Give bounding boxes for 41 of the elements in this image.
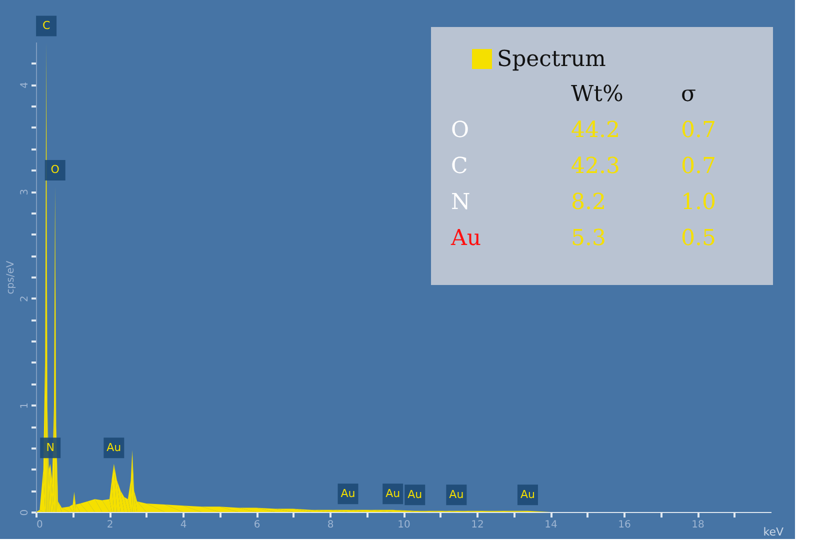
annotation: N (46, 440, 54, 454)
annotation: N (451, 190, 470, 215)
annotation: 0.7 (681, 154, 716, 179)
y-tick-label: 3 (20, 188, 30, 196)
y-tick-label: 0 (20, 509, 30, 516)
annotation: Au (408, 488, 422, 501)
x-tick-label: 18 (692, 520, 704, 530)
annotation: 44.2 (571, 118, 620, 143)
x-tick-label: 0 (36, 520, 43, 530)
x-axis-title: keV (763, 526, 784, 538)
annotation: O (451, 118, 470, 143)
annotation: 0.7 (681, 118, 716, 143)
x-tick-label: 14 (544, 520, 558, 530)
annotation: Au (450, 226, 482, 251)
x-tick-label: 6 (254, 520, 260, 530)
annotation: Au (520, 488, 535, 501)
y-tick-label: 4 (20, 82, 30, 88)
annotation: C (42, 19, 50, 32)
x-tick-label: 8 (327, 520, 334, 530)
annotation: σ (681, 82, 696, 107)
annotation: Wt% (571, 82, 624, 107)
x-tick-label: 10 (398, 520, 410, 530)
y-tick-label: 2 (20, 296, 30, 302)
annotation: 1.0 (681, 190, 716, 215)
annotation: Au (449, 488, 464, 501)
annotation: O (50, 163, 60, 176)
annotation: 42.3 (571, 154, 620, 179)
x-tick-label: 2 (106, 520, 114, 530)
annotation: 8.2 (571, 190, 606, 215)
annotation: Au (386, 486, 400, 500)
y-tick-label: 1 (20, 402, 30, 409)
legend-label: Spectrum (497, 47, 606, 72)
x-tick-label: 12 (471, 520, 484, 530)
annotation: Au (106, 440, 122, 454)
y-axis-title: cps/eV (6, 260, 16, 294)
x-tick-label: 16 (618, 520, 631, 530)
x-tick-label: 4 (180, 520, 187, 530)
annotation: Au (340, 486, 356, 500)
annotation: C (451, 154, 468, 179)
annotation: 0.5 (681, 226, 716, 251)
annotation: 5.3 (571, 226, 606, 251)
